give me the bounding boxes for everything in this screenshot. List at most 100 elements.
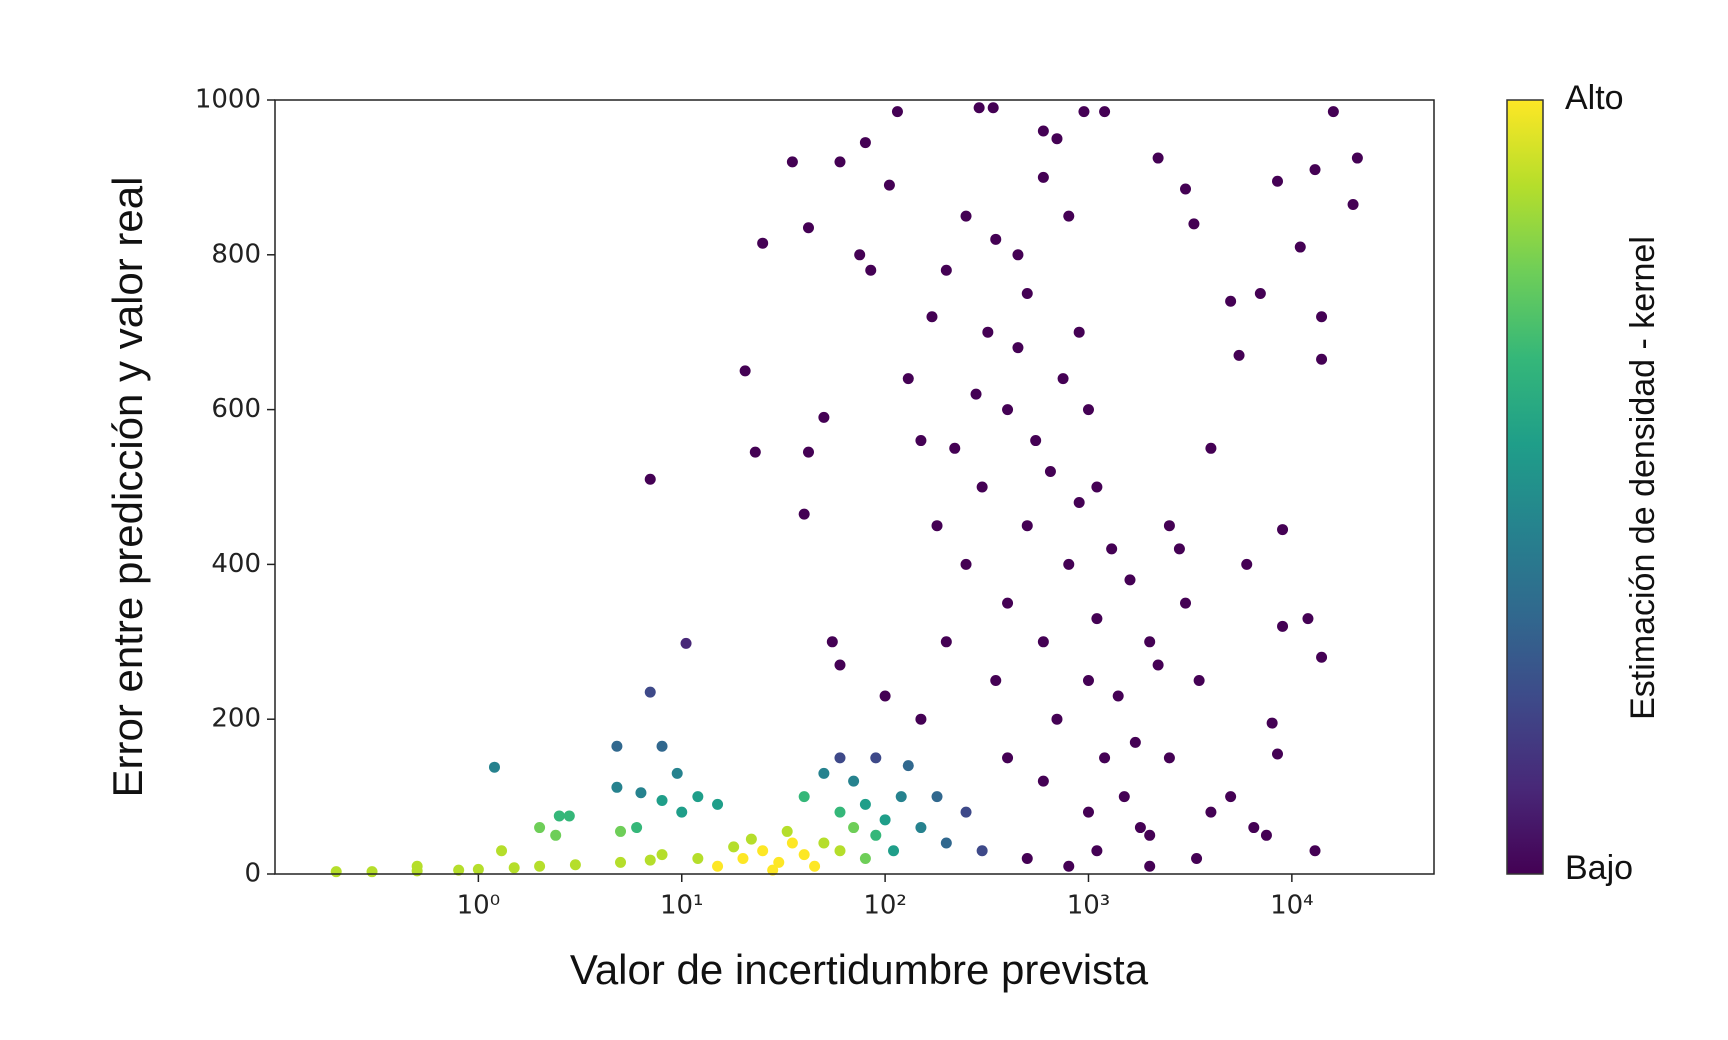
point [1021, 853, 1033, 865]
point [1241, 558, 1253, 570]
point [798, 508, 810, 520]
point [970, 388, 982, 400]
point [1277, 524, 1289, 536]
point [1082, 806, 1094, 818]
point [496, 845, 508, 857]
point [644, 854, 656, 866]
point [1309, 845, 1321, 857]
point [1277, 620, 1289, 632]
point [1316, 311, 1328, 323]
x-tick-label: 10¹ [660, 891, 704, 921]
point [1063, 558, 1075, 570]
point [1205, 806, 1217, 818]
point [1124, 574, 1136, 586]
point [1091, 481, 1103, 493]
point [902, 373, 914, 385]
point [1225, 791, 1237, 803]
colorbar-high-label: Alto [1565, 79, 1624, 117]
point [488, 761, 500, 773]
point [879, 814, 891, 826]
point [534, 860, 546, 872]
point [1225, 295, 1237, 307]
point [1078, 106, 1090, 118]
point [1144, 636, 1156, 648]
point [1057, 373, 1069, 385]
point [569, 859, 581, 871]
point [859, 853, 871, 865]
y-tick-label: 400 [211, 549, 261, 579]
point [915, 822, 927, 834]
point [676, 806, 688, 818]
point [1073, 496, 1085, 508]
point [848, 822, 860, 834]
point [1012, 342, 1024, 354]
point [1099, 752, 1111, 764]
point [1248, 822, 1260, 834]
point [834, 752, 846, 764]
point [728, 841, 740, 853]
point [773, 856, 785, 868]
point [859, 137, 871, 149]
point [472, 863, 484, 875]
point [1106, 543, 1118, 555]
point [739, 365, 751, 377]
point [1351, 152, 1363, 164]
point [1021, 288, 1033, 299]
x-tick-label: 10⁴ [1270, 891, 1314, 921]
point [737, 853, 749, 865]
point [1012, 249, 1024, 261]
point [888, 845, 900, 857]
point [1002, 597, 1014, 609]
point [644, 473, 656, 485]
colorbar [1506, 99, 1544, 875]
point [1051, 713, 1063, 725]
point [1173, 543, 1185, 555]
point [553, 810, 565, 822]
point [834, 156, 846, 168]
point [915, 435, 927, 447]
point [891, 106, 903, 118]
point [854, 249, 866, 261]
point [1129, 736, 1141, 748]
point [1180, 597, 1192, 609]
point [915, 713, 927, 725]
point [982, 326, 994, 338]
point [757, 845, 769, 857]
point [1082, 675, 1094, 686]
point [798, 849, 810, 861]
point [453, 864, 465, 876]
point [1037, 775, 1049, 787]
colorbar-label: Estimación de densidad - kernel [1624, 236, 1662, 720]
point [902, 760, 914, 772]
point [990, 675, 1002, 686]
point [786, 156, 798, 168]
point [818, 767, 830, 779]
point [834, 806, 846, 818]
point [870, 829, 882, 841]
point [973, 102, 985, 114]
point [1091, 845, 1103, 857]
y-tick-label: 1000 [195, 85, 261, 115]
point [1302, 613, 1314, 625]
point [859, 798, 871, 810]
point [960, 558, 972, 570]
point [1260, 829, 1272, 841]
point [656, 794, 668, 806]
point [1233, 349, 1245, 361]
point [611, 781, 623, 793]
point [976, 481, 988, 493]
point [749, 446, 761, 458]
point [940, 837, 952, 849]
colorbar-low-label: Bajo [1565, 849, 1633, 887]
point [1091, 613, 1103, 625]
point [1063, 860, 1075, 872]
point [931, 791, 943, 803]
point [834, 845, 846, 857]
y-axis-label: Error entre predicción y valor real [104, 177, 151, 798]
point [692, 853, 704, 865]
point [1152, 152, 1164, 164]
point [1082, 404, 1094, 416]
point [692, 791, 704, 803]
